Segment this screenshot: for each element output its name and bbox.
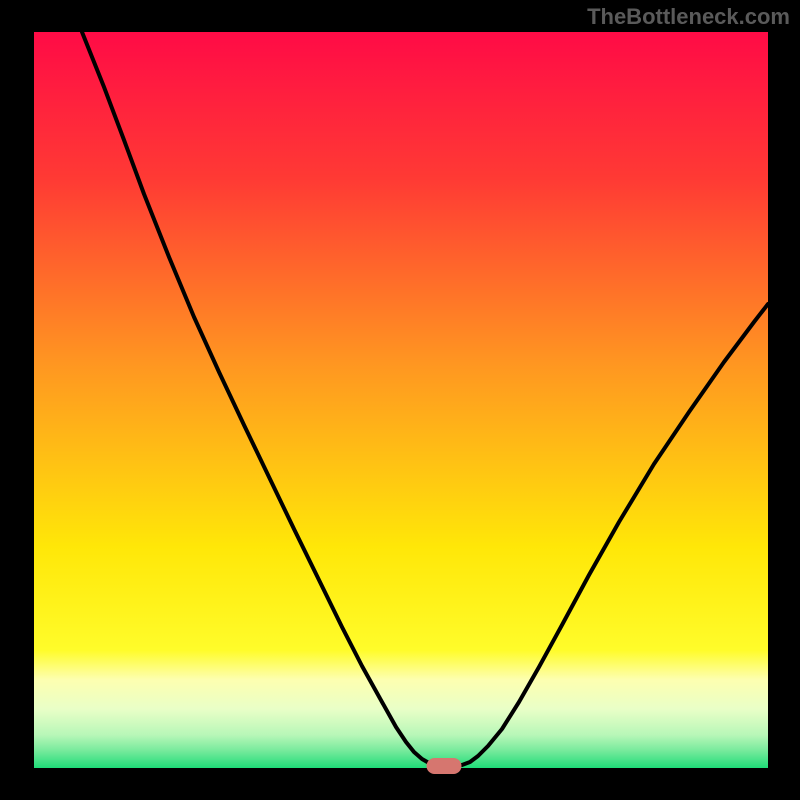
- watermark-text: TheBottleneck.com: [587, 4, 790, 30]
- chart-canvas: TheBottleneck.com: [0, 0, 800, 800]
- curve-line: [34, 32, 768, 768]
- plot-area: [34, 32, 768, 768]
- minimum-marker: [427, 758, 462, 774]
